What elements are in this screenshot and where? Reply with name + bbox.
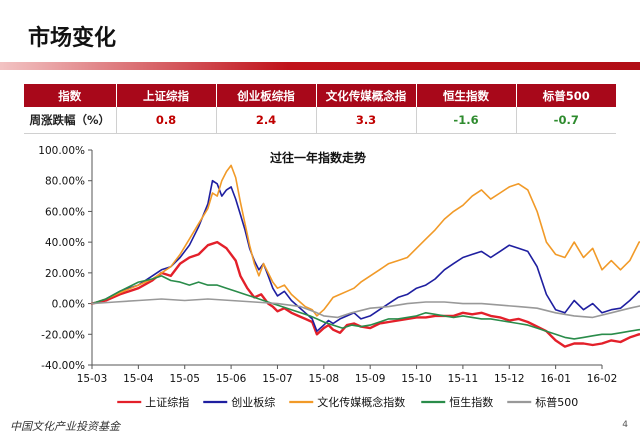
x-tick-label: 15-07 xyxy=(262,373,293,385)
table-cell: 0.8 xyxy=(116,107,217,134)
legend-label: 恒生指数 xyxy=(449,395,493,409)
table-row: 周涨跌幅（%） 0.8 2.4 3.3 -1.6 -0.7 xyxy=(24,107,616,134)
table-header-cell: 创业板综指 xyxy=(216,84,317,107)
x-tick-label: 16-02 xyxy=(587,373,618,385)
line-chart: 过往一年指数走势 100.00% 80.00% 60.00% 40.00% 20.00%… xyxy=(0,140,640,420)
y-tick-label: -40.00% xyxy=(41,360,85,372)
legend-label: 标普500 xyxy=(535,395,578,409)
y-axis: 100.00% 80.00% 60.00% 40.00% 20.00% 0.00% -20.… xyxy=(38,145,92,372)
axes xyxy=(91,150,602,366)
series-line-1 xyxy=(91,179,640,332)
x-tick-label: 15-03 xyxy=(77,373,108,385)
table-cell: -0.7 xyxy=(516,107,616,134)
x-tick-label: 15-10 xyxy=(401,373,432,385)
slide-title: 市场变化 xyxy=(28,26,117,51)
x-tick-label: 15-12 xyxy=(494,373,525,385)
x-tick-label: 15-09 xyxy=(355,373,386,385)
y-tick-label: 0.00% xyxy=(52,299,85,311)
y-tick-label: 20.00% xyxy=(45,268,85,280)
table-header-cell: 恒生指数 xyxy=(416,84,517,107)
x-tick-label: 15-04 xyxy=(123,373,154,385)
chart-title: 过往一年指数走势 xyxy=(270,150,366,165)
table-header-cell: 文化传媒概念指 xyxy=(316,84,417,107)
title-divider xyxy=(0,62,640,70)
x-tick-label: 15-06 xyxy=(216,373,247,385)
table-header-cell: 指数 xyxy=(24,84,117,107)
performance-table: 指数 上证综指 创业板综指 文化传媒概念指 恒生指数 标普500 周涨跌幅（%）… xyxy=(24,84,616,134)
table-row-label: 周涨跌幅（%） xyxy=(24,107,117,134)
legend-label: 创业板综 xyxy=(231,395,275,409)
y-tick-label: 80.00% xyxy=(45,176,85,188)
x-tick-label: 15-11 xyxy=(448,373,479,385)
table-header-cell: 上证综指 xyxy=(116,84,217,107)
series-line-2 xyxy=(91,164,640,317)
series-line-3 xyxy=(91,275,640,340)
table-cell: 2.4 xyxy=(216,107,317,134)
legend-label: 上证综指 xyxy=(145,395,189,409)
y-tick-label: 100.00% xyxy=(38,145,85,157)
footer-logo: 中国文化产业投资基金 xyxy=(10,420,120,433)
table-header-row: 指数 上证综指 创业板综指 文化传媒概念指 恒生指数 标普500 xyxy=(24,84,616,107)
x-axis: 15-03 15-04 15-05 15-06 15-07 15-08 15-09 15-10… xyxy=(77,365,618,385)
chart-legend: 上证综指 创业板综 文化传媒概念指数 恒生指数 标普500 xyxy=(117,395,578,409)
table-header-cell: 标普500 xyxy=(516,84,616,107)
x-tick-label: 15-08 xyxy=(309,373,340,385)
page-number: 4 xyxy=(622,420,628,430)
x-tick-label: 16-01 xyxy=(540,373,571,385)
series-line-4 xyxy=(91,298,640,319)
y-tick-label: 60.00% xyxy=(45,206,85,218)
table-cell: -1.6 xyxy=(416,107,517,134)
legend-label: 文化传媒概念指数 xyxy=(317,395,405,409)
chart-svg: 过往一年指数走势 100.00% 80.00% 60.00% 40.00% 20.00%… xyxy=(38,145,640,409)
table-cell: 3.3 xyxy=(316,107,417,134)
series-lines xyxy=(90,164,640,348)
y-tick-label: 40.00% xyxy=(45,237,85,249)
series-line-0 xyxy=(90,240,640,348)
x-tick-label: 15-05 xyxy=(169,373,200,385)
y-tick-label: -20.00% xyxy=(41,329,85,341)
